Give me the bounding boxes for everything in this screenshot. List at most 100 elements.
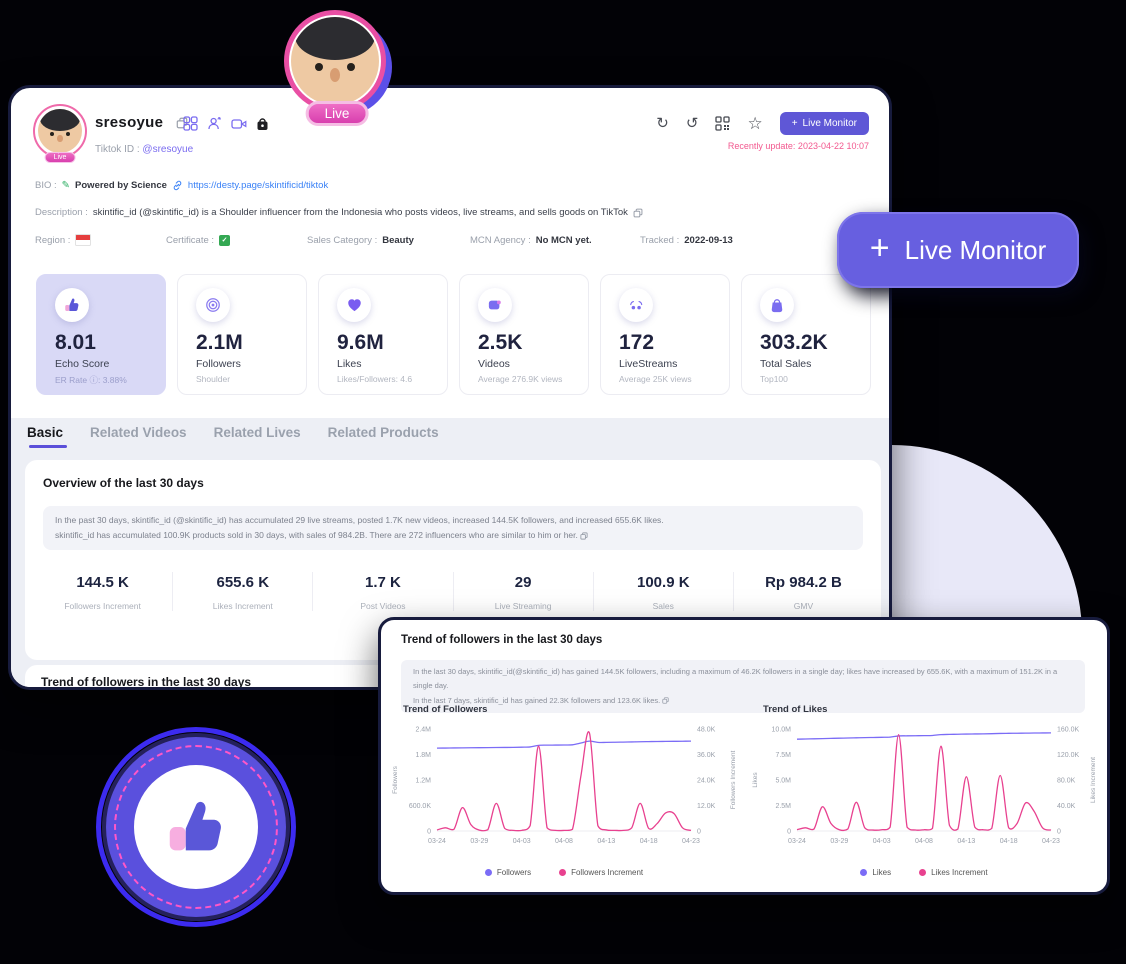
copy-trend-summary-icon[interactable] bbox=[662, 697, 669, 704]
svg-text:04-13: 04-13 bbox=[597, 838, 615, 845]
tab-related-lives[interactable]: Related Lives bbox=[213, 425, 301, 440]
avatar-nose bbox=[57, 134, 63, 142]
meta-row: Region : Certificate : ✓ Sales Category … bbox=[35, 234, 875, 246]
legend-item[interactable]: Followers bbox=[484, 868, 532, 877]
profile-panel: Live sresoyue Tiktok ID : @sresoyue ↻ ↺ … bbox=[8, 85, 892, 690]
followers-chart-block: Trend of Followers 0 0 600.0K 12.0K 1.2M 24.0… bbox=[387, 704, 741, 877]
avatar-eye bbox=[65, 131, 70, 136]
description-row: Description : skintific_id (@skintific_i… bbox=[35, 207, 875, 218]
svg-text:03-29: 03-29 bbox=[470, 838, 488, 845]
sales-bag-icon bbox=[760, 288, 794, 322]
metric-live-streaming: 29 Live Streaming bbox=[454, 572, 594, 611]
metric-value: 1.7 K bbox=[365, 574, 401, 591]
chart-canvas: 0 0 2.5M 40.0K 5.0M 80.0K 7.5M 120.0K 10.0M 160.0… bbox=[752, 727, 1097, 846]
metric-label: Post Videos bbox=[360, 601, 406, 611]
apps-grid-icon[interactable] bbox=[183, 116, 198, 131]
metric-label: Followers Increment bbox=[64, 601, 141, 611]
live-monitor-label: Live Monitor bbox=[802, 118, 857, 129]
indonesia-flag-icon bbox=[75, 234, 92, 246]
copy-username-icon[interactable] bbox=[176, 117, 188, 129]
svg-text:04-18: 04-18 bbox=[1000, 838, 1018, 845]
shop-bag-icon[interactable] bbox=[256, 117, 269, 131]
overview-summary-line2-row: skintific_id has accumulated 100.9K prod… bbox=[55, 528, 851, 543]
avatar-eye bbox=[50, 131, 55, 136]
followers-chart-title: Trend of Followers bbox=[403, 704, 488, 715]
history-icon[interactable]: ↺ bbox=[685, 115, 699, 132]
copy-summary-icon[interactable] bbox=[580, 532, 588, 540]
metric-gmv: Rp 984.2 B GMV bbox=[734, 572, 873, 611]
legend-label: Followers bbox=[496, 868, 532, 877]
metric-value: 100.9 K bbox=[637, 574, 690, 591]
legend-item[interactable]: Followers Increment bbox=[559, 868, 643, 877]
stat-label: Likes bbox=[337, 358, 362, 370]
overview-summary-line1: In the past 30 days, skintific_id (@skin… bbox=[55, 515, 664, 525]
svg-text:03-24: 03-24 bbox=[788, 838, 806, 845]
stat-value: 2.1M bbox=[196, 331, 243, 354]
svg-text:04-03: 04-03 bbox=[513, 838, 531, 845]
thumb-up-icon bbox=[55, 288, 89, 322]
stat-sub: Average 276.9K views bbox=[478, 374, 563, 384]
stat-card-videos: 2.5K Videos Average 276.9K views bbox=[459, 274, 589, 395]
svg-text:24.0K: 24.0K bbox=[697, 778, 716, 785]
stat-value: 8.01 bbox=[55, 331, 96, 354]
tab-related-products[interactable]: Related Products bbox=[327, 425, 439, 440]
video-camera-icon[interactable] bbox=[231, 117, 247, 131]
tab-related-videos[interactable]: Related Videos bbox=[90, 425, 187, 440]
tiktok-id-value[interactable]: @sresoyue bbox=[142, 144, 194, 155]
thumb-up-icon bbox=[169, 801, 221, 851]
metric-value: 655.6 K bbox=[216, 574, 270, 591]
legend-dot bbox=[484, 869, 492, 876]
copy-description-icon[interactable] bbox=[633, 208, 643, 218]
metric-value: 29 bbox=[514, 574, 532, 591]
legend-item[interactable]: Likes bbox=[860, 868, 891, 877]
sales-category-field: Sales Category : Beauty bbox=[307, 235, 465, 246]
live-monitor-button[interactable]: + Live Monitor bbox=[779, 112, 869, 135]
live-badge-large: Live bbox=[305, 101, 369, 126]
stat-value: 303.2K bbox=[760, 331, 828, 354]
region-label: Region : bbox=[35, 234, 71, 246]
stat-value: 2.5K bbox=[478, 331, 523, 354]
svg-text:04-23: 04-23 bbox=[682, 838, 700, 845]
header-controls: ↻ ↺ ☆ + Live Monitor bbox=[656, 112, 869, 135]
followers-chart: 0 0 600.0K 12.0K 1.2M 24.0K 1.8M 36.0K 2.4M 48.0K… bbox=[387, 717, 741, 878]
metric-label: GMV bbox=[793, 601, 814, 611]
svg-text:04-08: 04-08 bbox=[915, 838, 933, 845]
bio-link[interactable]: https://desty.page/skintificid/tiktok bbox=[187, 180, 329, 191]
bio-label: BIO : bbox=[35, 180, 57, 191]
stat-label: LiveStreams bbox=[619, 358, 678, 370]
trend-card-summary: In the last 30 days, skintific_id(@skint… bbox=[401, 660, 1085, 713]
stat-label: Videos bbox=[478, 358, 510, 370]
creator-share-icon[interactable] bbox=[207, 116, 222, 131]
avatar-nose bbox=[329, 68, 341, 83]
svg-text:Followers: Followers bbox=[392, 765, 399, 794]
trend-summary-line1: In the last 30 days, skintific_id(@skint… bbox=[413, 667, 1058, 691]
svg-text:Likes Increment: Likes Increment bbox=[1090, 757, 1097, 803]
svg-text:0: 0 bbox=[427, 829, 431, 836]
bio-text: Powered by Science bbox=[75, 180, 167, 191]
thumb-badge-outer-ring bbox=[96, 727, 296, 927]
qr-code-icon[interactable] bbox=[715, 116, 731, 131]
svg-text:1.8M: 1.8M bbox=[415, 752, 431, 759]
refresh-icon[interactable]: ↻ bbox=[656, 115, 669, 132]
tab-basic[interactable]: Basic bbox=[27, 425, 68, 448]
svg-text:03-29: 03-29 bbox=[830, 838, 848, 845]
legend-item[interactable]: Likes Increment bbox=[919, 868, 988, 877]
profile-avatar[interactable]: Live bbox=[33, 104, 87, 163]
stat-card-likes: 9.6M Likes Likes/Followers: 4.6 bbox=[318, 274, 448, 395]
live-monitor-button-large[interactable]: + Live Monitor bbox=[837, 212, 1079, 288]
stat-card-echo-score: 8.01 Echo Score ER Rate ⓘ: 3.88% bbox=[36, 274, 166, 395]
svg-text:04-13: 04-13 bbox=[957, 838, 975, 845]
metric-label: Sales bbox=[652, 601, 674, 611]
legend-label: Likes Increment bbox=[931, 868, 988, 877]
stat-sub: Average 25K views bbox=[619, 374, 692, 384]
bio-section: BIO : ✎ Powered by Science https://desty… bbox=[35, 180, 875, 262]
svg-text:Likes: Likes bbox=[752, 772, 759, 788]
spiral-icon bbox=[196, 288, 230, 322]
metric-likes-increment: 655.6 K Likes Increment bbox=[173, 572, 314, 611]
metric-value: Rp 984.2 B bbox=[765, 574, 842, 591]
favorite-star-icon[interactable]: ☆ bbox=[747, 114, 763, 133]
decor-thumb-badge bbox=[96, 727, 296, 927]
mcn-label: MCN Agency : bbox=[470, 234, 531, 246]
stat-card-livestreams: 172 LiveStreams Average 25K views bbox=[600, 274, 730, 395]
trend-overlay-card: Trend of followers in the last 30 days I… bbox=[378, 617, 1110, 895]
